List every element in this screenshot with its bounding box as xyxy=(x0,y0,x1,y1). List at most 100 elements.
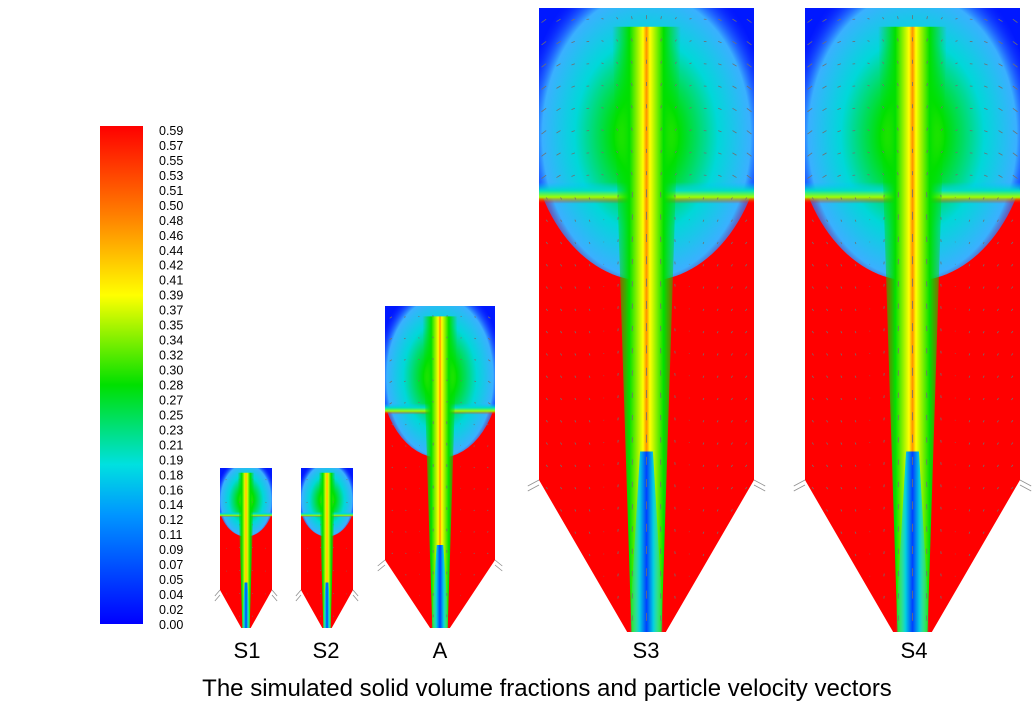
simulation-panel xyxy=(295,468,359,628)
velocity-vector xyxy=(732,18,737,22)
velocity-vector xyxy=(588,509,591,512)
velocity-vector xyxy=(968,553,971,557)
velocity-vector xyxy=(732,85,737,89)
velocity-vector xyxy=(955,40,958,42)
velocity-vector xyxy=(897,60,899,64)
velocity-vector xyxy=(837,152,841,155)
velocity-vector xyxy=(588,308,591,312)
velocity-vector xyxy=(702,330,705,334)
velocity-vector xyxy=(702,598,705,601)
velocity-vector xyxy=(982,486,985,490)
velocity-vector xyxy=(882,83,885,87)
velocity-vector xyxy=(811,531,814,534)
velocity-vector xyxy=(897,38,899,42)
velocity-vector xyxy=(940,150,943,154)
velocity-vector xyxy=(897,105,899,109)
velocity-vector xyxy=(560,486,563,490)
velocity-vector xyxy=(588,598,591,601)
velocity-vector xyxy=(545,197,548,200)
velocity-vector xyxy=(940,128,943,131)
colorbar-tick-label: 0.28 xyxy=(159,378,183,392)
velocity-vector xyxy=(574,509,577,512)
velocity-vector xyxy=(897,82,899,87)
velocity-vector xyxy=(968,308,971,312)
velocity-vector xyxy=(732,63,737,67)
velocity-vector xyxy=(660,82,662,87)
velocity-vector xyxy=(716,197,719,200)
velocity-vector xyxy=(982,330,985,334)
panel-label-s3: S3 xyxy=(633,638,660,663)
velocity-vector xyxy=(730,620,733,624)
velocity-vector xyxy=(730,286,733,289)
colorbar-tick-label: 0.18 xyxy=(159,468,183,482)
velocity-vector xyxy=(854,531,857,534)
velocity-vector xyxy=(998,63,1003,67)
velocity-vector xyxy=(545,375,548,378)
velocity-vector xyxy=(418,315,420,318)
velocity-vector xyxy=(689,173,692,176)
velocity-vector xyxy=(867,107,870,109)
inlet-jet xyxy=(241,582,251,628)
velocity-vector xyxy=(1011,464,1014,468)
velocity-vector xyxy=(631,82,633,87)
velocity-vector xyxy=(996,464,999,468)
velocity-vector xyxy=(389,316,393,319)
velocity-vector xyxy=(716,286,719,289)
velocity-vector xyxy=(574,353,577,356)
velocity-vector xyxy=(826,264,829,267)
velocity-vector xyxy=(1012,130,1018,135)
velocity-vector xyxy=(822,174,827,178)
velocity-vector xyxy=(854,264,857,267)
velocity-vector xyxy=(389,337,393,341)
velocity-vector xyxy=(840,197,843,200)
velocity-vector xyxy=(718,63,722,66)
velocity-vector xyxy=(403,380,406,383)
velocity-vector xyxy=(745,308,748,312)
velocity-vector xyxy=(955,17,958,20)
velocity-vector xyxy=(746,63,752,68)
wall-vector xyxy=(295,594,302,602)
velocity-vector xyxy=(1011,219,1014,222)
colorbar-tick-label: 0.44 xyxy=(159,244,183,258)
panel-label-s2: S2 xyxy=(313,638,340,663)
velocity-vector xyxy=(837,174,841,177)
velocity-vector xyxy=(545,464,548,468)
velocity-vector xyxy=(826,464,829,468)
velocity-vector xyxy=(996,286,999,289)
velocity-vector xyxy=(1011,509,1014,512)
velocity-vector xyxy=(996,241,999,245)
velocity-vector xyxy=(545,531,548,534)
volume-fraction-field xyxy=(220,468,272,628)
velocity-vector xyxy=(702,420,705,423)
velocity-vector xyxy=(702,509,705,512)
velocity-vector xyxy=(745,553,748,557)
velocity-vector xyxy=(716,464,719,468)
velocity-vector xyxy=(1011,531,1014,534)
velocity-vector xyxy=(391,445,393,447)
velocity-vector xyxy=(811,308,814,312)
velocity-vector xyxy=(571,152,575,155)
velocity-vector xyxy=(897,127,899,131)
velocity-vector xyxy=(811,241,814,245)
velocity-vector xyxy=(940,83,943,87)
velocity-vector xyxy=(660,16,662,20)
colorbar-tick-label: 0.57 xyxy=(159,139,183,153)
velocity-vector xyxy=(826,576,829,579)
velocity-vector xyxy=(716,531,719,534)
velocity-vector xyxy=(556,85,561,89)
velocity-vector xyxy=(588,442,591,445)
velocity-vector xyxy=(718,130,722,133)
colorbar-tick-label: 0.04 xyxy=(159,588,183,602)
velocity-vector xyxy=(716,353,719,356)
velocity-vector xyxy=(660,127,662,131)
velocity-vector xyxy=(926,38,928,42)
velocity-vector xyxy=(730,375,733,378)
velocity-vector xyxy=(882,106,885,109)
velocity-vector xyxy=(968,620,971,624)
velocity-vector xyxy=(968,353,971,356)
velocity-vector xyxy=(545,509,548,512)
spout-core xyxy=(318,472,336,628)
velocity-vector xyxy=(487,488,489,490)
velocity-vector xyxy=(926,127,928,131)
panel-label-s4: S4 xyxy=(901,638,928,663)
